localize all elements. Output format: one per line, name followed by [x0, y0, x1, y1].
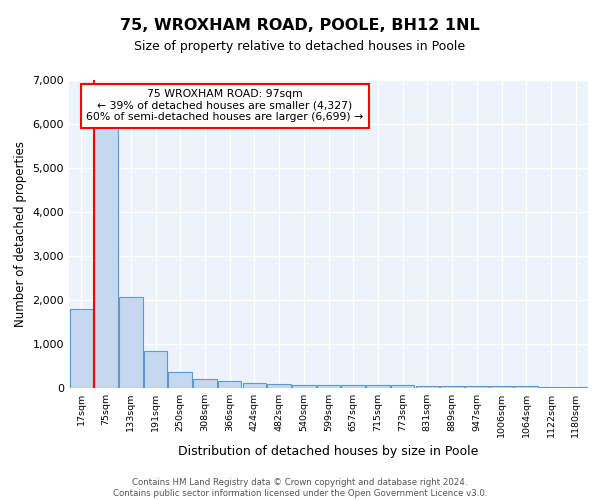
Bar	[169, 372, 192, 388]
Bar	[539, 386, 563, 388]
Text: 75 WROXHAM ROAD: 97sqm
← 39% of detached houses are smaller (4,327)
60% of semi-: 75 WROXHAM ROAD: 97sqm ← 39% of detached…	[86, 89, 364, 122]
Bar	[242, 383, 266, 388]
Bar	[292, 385, 316, 388]
Text: Contains HM Land Registry data © Crown copyright and database right 2024.
Contai: Contains HM Land Registry data © Crown c…	[113, 478, 487, 498]
Bar	[341, 386, 365, 388]
Bar	[514, 386, 538, 388]
Bar	[416, 386, 439, 388]
Bar	[465, 386, 488, 388]
Y-axis label: Number of detached properties: Number of detached properties	[14, 141, 27, 327]
Bar	[119, 297, 143, 388]
Bar	[70, 310, 93, 388]
Bar	[366, 386, 389, 388]
Bar	[193, 379, 217, 388]
Bar	[564, 386, 587, 388]
Bar	[218, 381, 241, 388]
Bar	[391, 385, 415, 388]
Bar	[94, 122, 118, 388]
Bar	[440, 386, 464, 388]
Bar	[144, 350, 167, 388]
Text: Size of property relative to detached houses in Poole: Size of property relative to detached ho…	[134, 40, 466, 53]
Text: 75, WROXHAM ROAD, POOLE, BH12 1NL: 75, WROXHAM ROAD, POOLE, BH12 1NL	[120, 18, 480, 32]
Bar	[317, 385, 340, 388]
Bar	[490, 386, 513, 388]
Bar	[268, 384, 291, 388]
X-axis label: Distribution of detached houses by size in Poole: Distribution of detached houses by size …	[178, 445, 479, 458]
